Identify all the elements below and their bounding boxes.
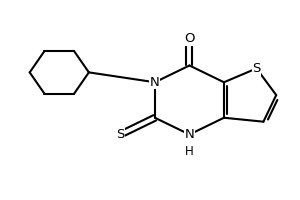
Text: N: N	[184, 128, 194, 141]
Text: O: O	[184, 32, 195, 45]
Text: H: H	[185, 145, 194, 158]
Text: N: N	[150, 76, 160, 89]
Text: S: S	[252, 62, 261, 75]
Text: N: N	[184, 128, 194, 141]
Text: S: S	[116, 128, 124, 141]
